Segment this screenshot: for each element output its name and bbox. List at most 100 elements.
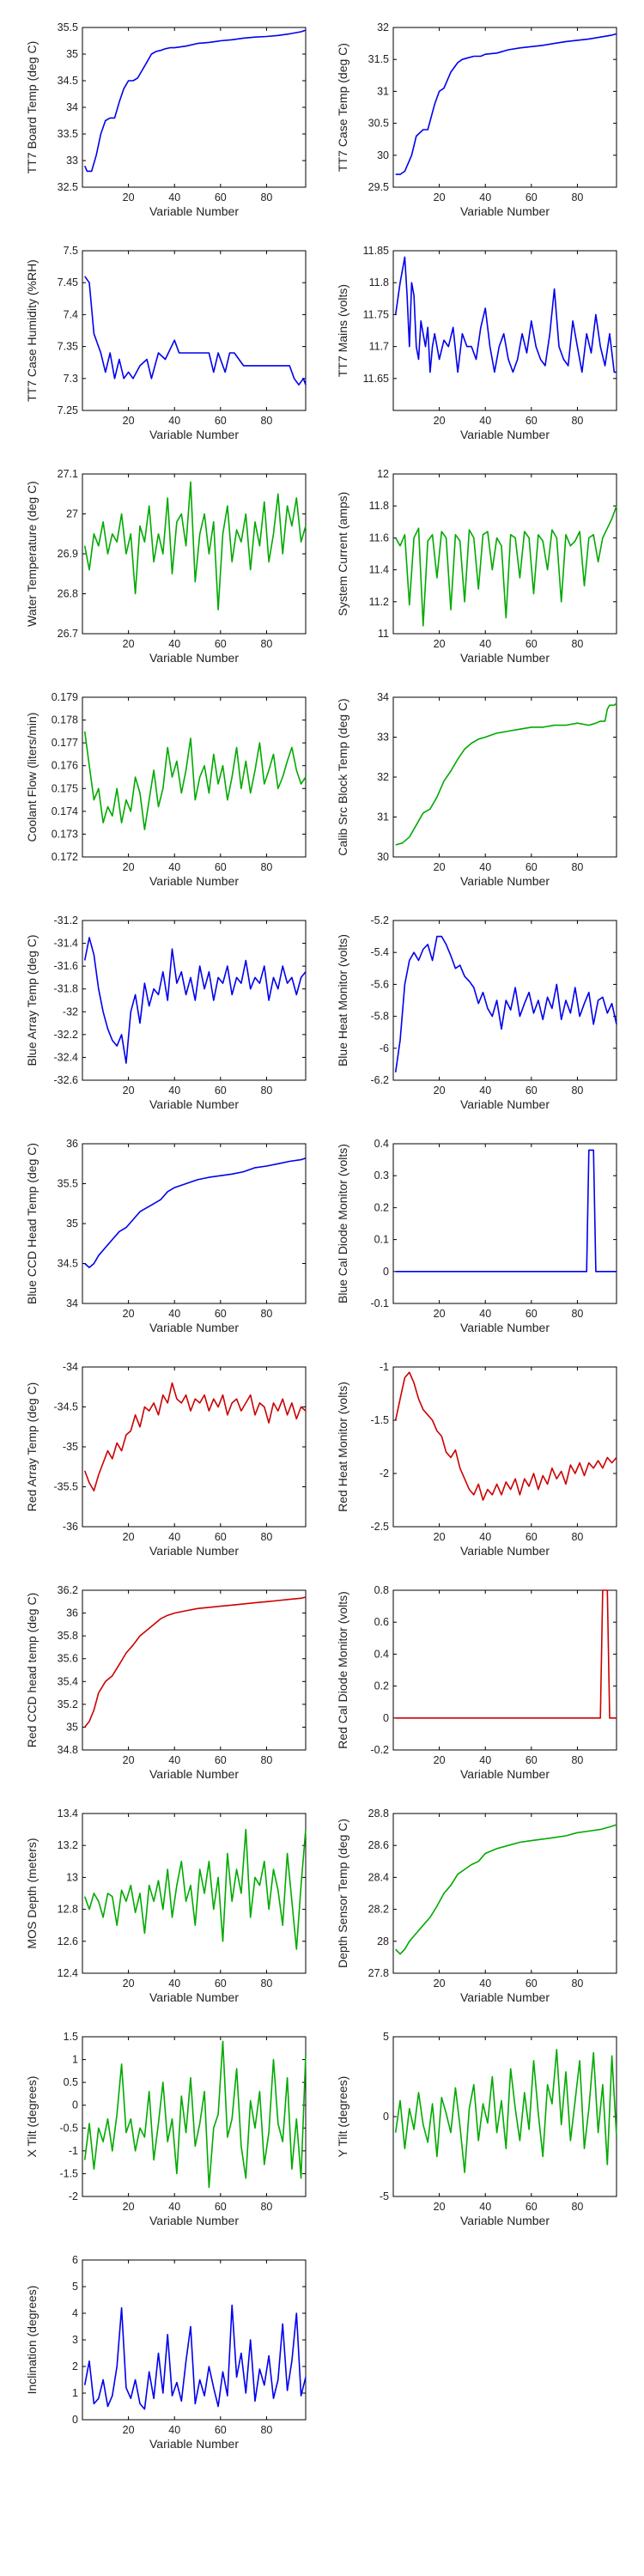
- y-tick-label: -32: [63, 1005, 78, 1018]
- y-tick-label: 27.1: [58, 468, 78, 480]
- y-tick-label: 0.3: [374, 1170, 389, 1182]
- y-tick-label: 5: [383, 2031, 389, 2043]
- y-tick-label: 33.5: [58, 128, 78, 140]
- x-tick-label: 20: [434, 1531, 446, 1543]
- y-tick-label: 35.2: [58, 1698, 78, 1710]
- y-tick-label: -6.2: [370, 1074, 389, 1086]
- x-tick-label: 40: [479, 415, 491, 427]
- y-tick-label: 33: [66, 155, 78, 167]
- y-axis-label: Y Tilt (degrees): [336, 2076, 349, 2158]
- x-tick-label: 60: [526, 191, 538, 204]
- x-tick-label: 40: [168, 2201, 180, 2213]
- y-tick-label: 0.179: [52, 691, 78, 703]
- y-tick-label: 11.85: [363, 245, 389, 257]
- x-tick-label: 40: [479, 861, 491, 873]
- series-line: [395, 1149, 617, 1273]
- y-tick-label: -32.2: [54, 1029, 79, 1041]
- x-tick-label: 80: [260, 415, 272, 427]
- series-line: [394, 256, 617, 374]
- y-axis-label: Red Cal Diode Monitor (volts): [336, 1591, 349, 1749]
- y-axis-label: Coolant Flow (liters/min): [25, 713, 39, 842]
- x-axis-label: Variable Number: [149, 874, 239, 888]
- y-tick-label: 13: [66, 1871, 78, 1883]
- chart-panel: -2 -1.5 -1 -0.5 0 0.5 1 1.5 20 40 60 80 Variable Num…: [25, 2031, 307, 2227]
- y-axis-label: Depth Sensor Temp (deg C): [336, 1819, 349, 1968]
- y-tick-label: 12: [377, 468, 389, 480]
- y-axis-label: System Current (amps): [336, 492, 349, 617]
- y-tick-label: -5.6: [370, 978, 389, 990]
- y-tick-label: -5.2: [370, 914, 389, 927]
- y-axis-label: X Tilt (degrees): [25, 2076, 39, 2158]
- x-tick-label: 60: [215, 1084, 227, 1097]
- y-tick-label: 34.5: [58, 1258, 78, 1270]
- x-axis-label: Variable Number: [149, 1990, 239, 2004]
- chart-panel: 34.8 35 35.2 35.4 35.6 35.8 36 36.2 20 40 60 80 Vari…: [25, 1584, 307, 1781]
- x-tick-label: 80: [260, 1978, 272, 1990]
- y-tick-label: 0: [383, 1712, 389, 1724]
- y-tick-label: 34: [66, 101, 78, 113]
- y-tick-label: 27: [66, 508, 78, 520]
- x-tick-label: 80: [260, 1531, 272, 1543]
- chart-panel: 11.65 11.7 11.75 11.8 11.85 20 40 60 80 Variable …: [336, 245, 617, 441]
- y-tick-label: 1: [72, 2054, 78, 2066]
- x-tick-label: 40: [168, 1531, 180, 1543]
- chart-panel: 29.5 30 30.5 31 31.5 32 20 40 60 80 Variable Numbe…: [336, 21, 617, 218]
- y-tick-label: -1: [380, 1361, 389, 1373]
- chart-panel: 30 31 32 33 34 20 40 60 80 Variable Number Calib S…: [336, 691, 617, 888]
- y-tick-label: 36: [66, 1607, 78, 1619]
- y-tick-label: 35.5: [58, 1178, 78, 1190]
- y-tick-label: 0.1: [374, 1234, 389, 1246]
- x-axis-label: Variable Number: [460, 1990, 550, 2004]
- x-tick-label: 20: [123, 638, 135, 650]
- x-tick-label: 60: [526, 1084, 538, 1097]
- y-tick-label: -1.5: [59, 2167, 78, 2179]
- x-tick-label: 20: [123, 415, 135, 427]
- y-tick-label: 36.2: [58, 1584, 78, 1596]
- x-tick-label: 60: [526, 2201, 538, 2213]
- x-axis-label: Variable Number: [149, 2437, 239, 2451]
- x-tick-label: 20: [123, 1531, 135, 1543]
- y-tick-label: 34: [377, 691, 389, 703]
- y-tick-label: -36: [63, 1521, 78, 1533]
- series-line: [83, 2304, 307, 2410]
- chart-panel: -5 0 5 20 40 60 80 Variable Number Y Tilt (degre…: [336, 2031, 617, 2227]
- x-axis-label: Variable Number: [149, 1097, 239, 1111]
- y-tick-label: 11.4: [369, 564, 389, 576]
- y-tick-label: 4: [72, 2307, 78, 2319]
- plot-frame: [392, 250, 617, 411]
- y-tick-label: -31.2: [54, 914, 79, 927]
- series-line: [395, 1824, 617, 1955]
- x-tick-label: 40: [168, 1754, 180, 1766]
- series-line: [83, 1382, 307, 1492]
- x-tick-label: 20: [123, 1754, 135, 1766]
- series-line: [83, 2040, 307, 2189]
- y-tick-label: 0.4: [374, 1138, 389, 1150]
- x-tick-label: 40: [479, 1978, 491, 1990]
- y-tick-label: -6: [380, 1042, 389, 1054]
- x-tick-label: 60: [215, 191, 227, 204]
- series-line: [84, 1157, 307, 1268]
- chart-panel: -32.6 -32.4 -32.2 -32 -31.8 -31.6 -31.4 -31.2 20…: [25, 914, 307, 1111]
- x-tick-label: 40: [479, 1531, 491, 1543]
- x-tick-label: 60: [526, 1531, 538, 1543]
- y-tick-label: 34.8: [58, 1744, 78, 1756]
- y-tick-label: 28.6: [368, 1839, 389, 1851]
- y-tick-label: 28.4: [368, 1871, 389, 1883]
- y-tick-label: 32.5: [58, 181, 78, 193]
- x-tick-label: 20: [434, 1308, 446, 1320]
- y-tick-label: 3: [72, 2334, 78, 2346]
- x-tick-label: 40: [479, 1084, 491, 1097]
- y-axis-label: Calib Src Block Temp (deg C): [336, 698, 349, 855]
- x-tick-label: 80: [260, 2424, 272, 2436]
- y-tick-label: 13.2: [58, 1839, 78, 1851]
- x-tick-label: 60: [215, 1754, 227, 1766]
- chart-panel: 0.172 0.173 0.174 0.175 0.176 0.177 0.178 0.179…: [25, 691, 307, 888]
- x-tick-label: 40: [479, 638, 491, 650]
- y-axis-label: TT7 Case Humidity (%RH): [25, 259, 39, 402]
- y-tick-label: -0.5: [59, 2122, 78, 2134]
- y-tick-label: 26.7: [58, 628, 78, 640]
- y-tick-label: 0.172: [52, 851, 78, 863]
- chart-panel: 11 11.2 11.4 11.6 11.8 12 20 40 60 80 Variable Num…: [336, 468, 617, 665]
- y-tick-label: -1: [69, 2145, 78, 2157]
- x-tick-label: 80: [571, 1978, 583, 1990]
